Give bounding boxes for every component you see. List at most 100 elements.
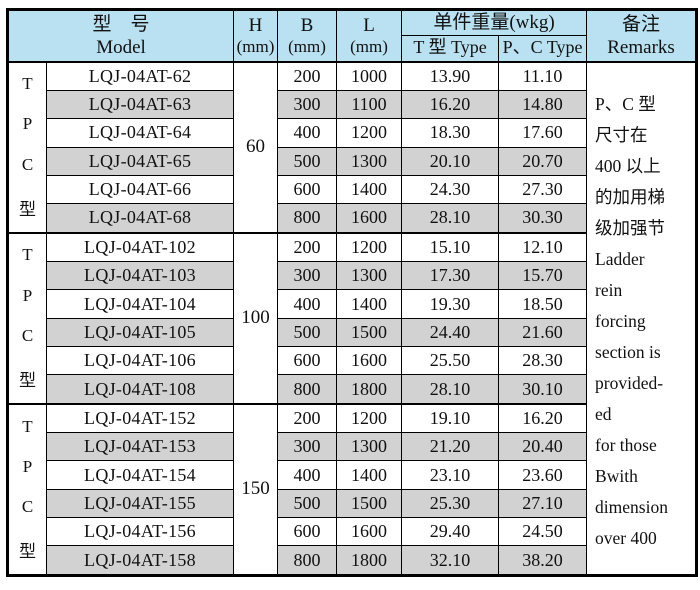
model-cell: LQJ-04AT-158: [45, 545, 235, 576]
pc-weight-cell: 28.30: [498, 345, 588, 376]
t-weight-cell: 19.30: [401, 289, 500, 319]
b-cell: 400: [277, 460, 338, 490]
h-cell: 100: [233, 231, 279, 405]
header-model-en: Model: [96, 36, 146, 58]
table-row: LQJ-04AT-155 500 1500 25.30 27.10: [8, 488, 697, 519]
t-weight-cell: 28.10: [401, 374, 500, 405]
pc-weight-cell: 24.50: [498, 517, 588, 547]
b-cell: 400: [277, 289, 338, 319]
pc-weight-cell: 16.20: [498, 402, 588, 434]
header-pc-type: P、C Type: [498, 35, 588, 62]
table-row: T P C 型 LQJ-04AT-102 100 200 1200 15.10 …: [7, 231, 697, 405]
model-cell: LQJ-04AT-66: [45, 174, 235, 205]
t-weight-cell: 13.90: [401, 61, 500, 91]
l-cell: 1600: [336, 517, 403, 547]
t-weight-cell: 20.10: [401, 146, 500, 176]
b-cell: 800: [277, 545, 338, 576]
l-cell: 1200: [336, 402, 403, 434]
model-cell: LQJ-04AT-154: [45, 460, 235, 490]
pc-weight-cell: 27.30: [498, 174, 588, 205]
t-weight-cell: 17.30: [401, 261, 500, 291]
t-weight-cell: 25.30: [401, 488, 500, 519]
t-weight-cell: 32.10: [401, 545, 500, 576]
model-cell: LQJ-04AT-106: [45, 345, 235, 376]
model-cell: LQJ-04AT-63: [45, 89, 235, 120]
header-model-zh: 型 号: [92, 13, 150, 35]
l-cell: 1300: [336, 432, 403, 462]
pc-weight-cell: 14.80: [498, 89, 588, 120]
b-cell: 200: [277, 402, 338, 434]
l-cell: 1400: [336, 289, 403, 319]
pc-weight-cell: 20.70: [498, 146, 588, 176]
model-cell: LQJ-04AT-68: [45, 203, 235, 234]
b-cell: 500: [277, 317, 338, 347]
table-row: LQJ-04AT-154 400 1400 23.10 23.60: [8, 460, 697, 490]
table-row: LQJ-04AT-66 600 1400 24.30 27.30: [8, 174, 697, 205]
model-cell: LQJ-04AT-62: [45, 61, 235, 91]
l-cell: 1800: [336, 374, 403, 405]
model-cell: LQJ-04AT-152: [45, 402, 235, 434]
model-cell: LQJ-04AT-65: [45, 146, 235, 176]
b-cell: 300: [277, 89, 338, 120]
l-cell: 1200: [336, 231, 403, 263]
model-cell: LQJ-04AT-108: [45, 374, 235, 405]
table-row: T P C 型 LQJ-04AT-62 60 200 1000 13.90 11…: [7, 60, 698, 576]
b-cell: 200: [277, 61, 338, 91]
table-row: LQJ-04AT-153 300 1300 21.20 20.40: [8, 432, 697, 462]
b-cell: 200: [277, 231, 338, 263]
group-type-label: T P C 型: [7, 402, 47, 576]
l-cell: 1400: [336, 174, 403, 205]
table-row: LQJ-04AT-68 800 1600 28.10 30.30: [8, 203, 697, 234]
model-cell: LQJ-04AT-156: [45, 517, 235, 547]
pc-weight-cell: 27.10: [498, 488, 588, 519]
pc-weight-cell: 15.70: [498, 261, 588, 291]
table-row: LQJ-04AT-104 400 1400 19.30 18.50: [8, 289, 697, 319]
pc-weight-cell: 12.10: [498, 231, 588, 263]
header-l: L (mm): [336, 9, 403, 62]
table-row: LQJ-04AT-106 600 1600 25.50 28.30: [8, 345, 697, 376]
table-row: LQJ-04AT-63 300 1100 16.20 14.80: [8, 89, 697, 120]
t-weight-cell: 19.10: [401, 402, 500, 434]
b-cell: 400: [277, 118, 338, 148]
b-cell: 300: [277, 261, 338, 291]
pc-weight-cell: 17.60: [498, 118, 588, 148]
b-cell: 600: [277, 174, 338, 205]
model-cell: LQJ-04AT-103: [45, 261, 235, 291]
b-cell: 500: [277, 146, 338, 176]
header-model: 型 号 Model: [6, 9, 235, 62]
table-row: LQJ-04AT-64 400 1200 18.30 17.60: [8, 118, 697, 148]
b-cell: 500: [277, 488, 338, 519]
header-unit-weight: 单件重量(wkg): [401, 9, 588, 36]
t-weight-cell: 21.20: [401, 432, 500, 462]
b-cell: 800: [277, 203, 338, 234]
l-cell: 1300: [336, 261, 403, 291]
l-cell: 1400: [336, 460, 403, 490]
l-cell: 1000: [336, 61, 403, 91]
b-cell: 300: [277, 432, 338, 462]
t-weight-cell: 29.40: [401, 517, 500, 547]
t-weight-cell: 15.10: [401, 231, 500, 263]
header-h: H (mm): [233, 9, 279, 62]
remarks-cell: P、C 型 尺寸在 400 以上 的加用梯 级加强节 Ladder rein f…: [586, 61, 698, 576]
l-cell: 1100: [336, 89, 403, 120]
l-cell: 1600: [336, 345, 403, 376]
table-header: 型 号 Model H (mm) B (mm) L (mm) 单件重量(wkg)…: [6, 9, 698, 62]
l-cell: 1200: [336, 118, 403, 148]
model-cell: LQJ-04AT-104: [45, 289, 235, 319]
t-weight-cell: 28.10: [401, 203, 500, 234]
group-type-label: T P C 型: [7, 231, 47, 405]
pc-weight-cell: 30.30: [498, 203, 588, 234]
b-cell: 800: [277, 374, 338, 405]
header-remarks: 备注 Remarks: [586, 9, 698, 62]
l-cell: 1500: [336, 317, 403, 347]
table-row: LQJ-04AT-108 800 1800 28.10 30.10: [8, 374, 697, 405]
header-b: B (mm): [277, 9, 338, 62]
model-cell: LQJ-04AT-64: [45, 118, 235, 148]
t-weight-cell: 16.20: [401, 89, 500, 120]
l-cell: 1600: [336, 203, 403, 234]
pc-weight-cell: 18.50: [498, 289, 588, 319]
model-cell: LQJ-04AT-102: [45, 231, 235, 263]
group-type-label: T P C 型: [7, 60, 47, 234]
t-weight-cell: 18.30: [401, 118, 500, 148]
